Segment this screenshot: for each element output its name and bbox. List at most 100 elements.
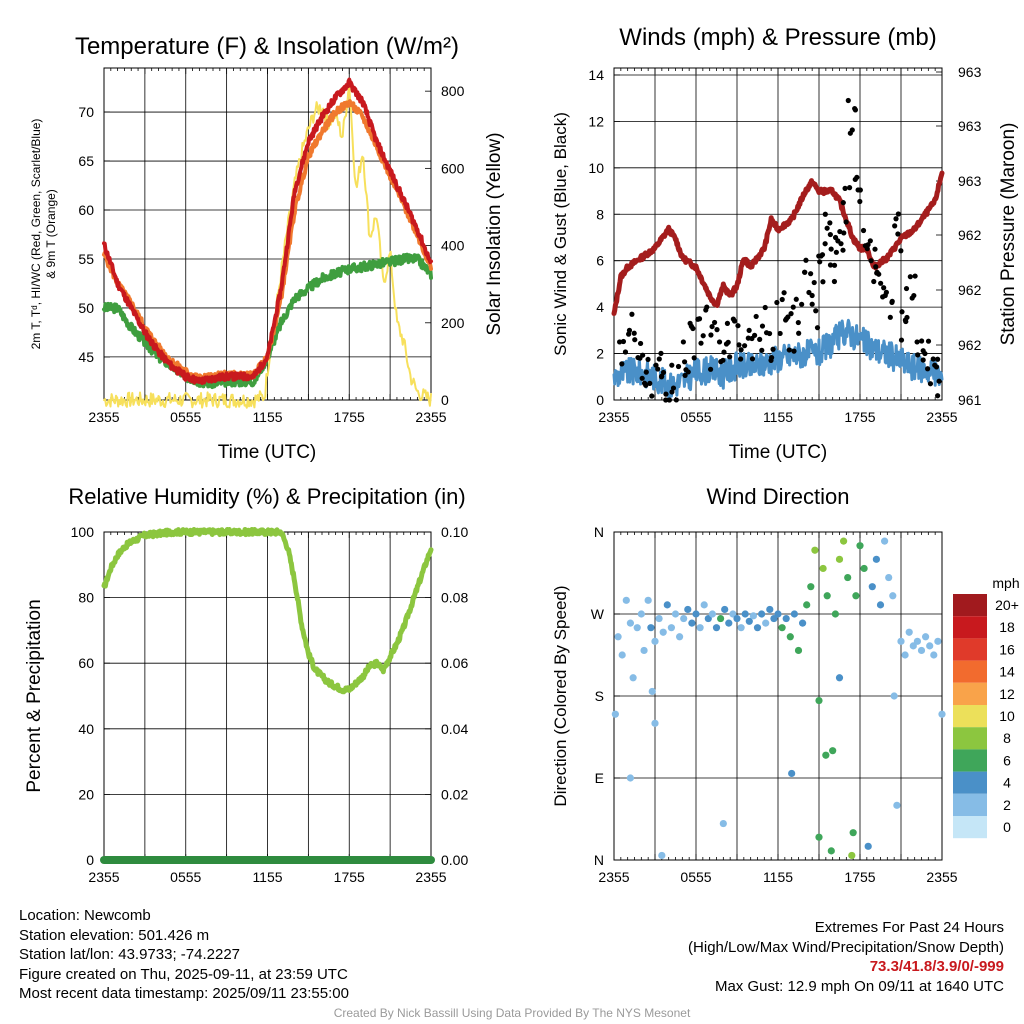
precip-ytick-label-right: 0.04	[441, 721, 468, 737]
gust-point	[845, 97, 851, 104]
temp-xtick-label: 2355	[88, 409, 119, 425]
gust-point	[770, 346, 776, 352]
gust-point	[663, 397, 669, 403]
gust-point	[649, 393, 655, 399]
relative-humidity-line	[101, 527, 434, 695]
direction-point	[663, 601, 671, 609]
gust-point	[795, 319, 801, 326]
direction-point	[733, 614, 741, 623]
rh-xtick-label: 2355	[88, 869, 119, 885]
gust-point	[868, 258, 874, 264]
speed-legend-label: 10	[999, 708, 1015, 724]
gust-point	[741, 343, 748, 349]
gust-point	[731, 318, 738, 324]
gust-point	[738, 356, 744, 362]
gust-point	[640, 352, 646, 358]
gust-point	[860, 227, 867, 234]
temp-xlabel: Time (UTC)	[218, 442, 317, 463]
gust-point	[616, 339, 623, 345]
direction-point	[774, 610, 782, 618]
direction-point	[815, 696, 823, 705]
gust-point	[658, 350, 664, 356]
max-gust: Max Gust: 12.9 mph On 09/11 at 1640 UTC	[714, 977, 1004, 995]
dir-xtick-label: 2355	[598, 869, 629, 885]
gust-point	[849, 127, 855, 133]
gust-point	[833, 249, 839, 255]
temp-ylabel-left-1: 2m T, Tᵈ, HI/WC (Red, Green, Scarlet/Blu…	[29, 119, 43, 350]
direction-point	[651, 637, 659, 645]
rh-panel-title: Relative Humidity (%) & Precipitation (i…	[68, 484, 465, 509]
direction-point	[790, 610, 799, 618]
direction-point	[934, 637, 942, 645]
gust-point	[840, 200, 846, 206]
wind-ytick-label-left: 0	[596, 392, 604, 408]
dir-xtick-label: 1155	[763, 869, 793, 885]
temp-ytick-label-left: 45	[78, 349, 94, 365]
direction-point	[827, 847, 835, 855]
gust-point	[663, 391, 669, 397]
direction-point	[893, 801, 901, 809]
pressure-ytick-label: 961	[958, 392, 982, 408]
gust-point	[673, 397, 679, 403]
direction-point	[856, 542, 864, 550]
gust-point	[857, 198, 863, 205]
speed-legend-swatch	[953, 749, 987, 772]
gust-point	[892, 223, 898, 229]
gust-point	[716, 339, 723, 345]
temp-panel-title: Temperature (F) & Insolation (W/m²)	[75, 33, 459, 60]
speed-legend-label: 12	[999, 686, 1015, 702]
temp-solar-ytick-label-right: 0	[441, 392, 449, 408]
precip-ytick-label-right: 0.02	[441, 786, 468, 802]
gust-point	[696, 316, 703, 322]
gust-point	[935, 356, 941, 362]
gust-point	[681, 359, 688, 365]
dir-panel-title: Wind Direction	[706, 484, 849, 509]
rh-ytick-label-left: 60	[78, 655, 94, 671]
gust-point	[620, 338, 627, 345]
direction-point	[640, 646, 648, 655]
pressure-ytick-label: 963	[958, 64, 982, 80]
dir-ytick-label-left: W	[591, 606, 605, 622]
gust-point	[809, 292, 815, 299]
direction-point	[700, 601, 708, 609]
temp-ytick-label-left: 50	[78, 300, 94, 316]
gust-point	[837, 228, 843, 235]
rh-ytick-label-left: 100	[71, 524, 95, 540]
gust-point	[766, 330, 773, 337]
gust-point	[883, 289, 889, 295]
direction-point	[611, 710, 619, 718]
direction-point	[848, 851, 856, 860]
pressure-ytick-label: 963	[958, 173, 982, 189]
gust-point	[864, 246, 870, 252]
direction-point	[721, 605, 729, 614]
gust-point	[655, 366, 661, 372]
gust-point	[777, 330, 783, 337]
gust-point	[914, 339, 920, 345]
rh-ytick-label-left: 40	[78, 721, 94, 737]
gust-point	[893, 216, 899, 222]
direction-point	[890, 692, 898, 700]
direction-point	[778, 624, 786, 632]
gust-point	[774, 299, 780, 306]
wind-xtick-label: 2355	[598, 409, 629, 425]
direction-point	[840, 537, 848, 545]
rh-xtick-label: 0555	[170, 869, 201, 885]
wind-ytick-label-left: 8	[596, 206, 604, 222]
temp-2m-line	[102, 77, 433, 385]
wind-ytick-label-left: 6	[596, 253, 604, 269]
direction-point	[753, 624, 762, 632]
direction-point	[725, 619, 733, 627]
direction-point	[626, 774, 635, 782]
gust-point	[925, 366, 931, 372]
direction-point	[749, 612, 758, 620]
rh-xtick-label: 2355	[415, 869, 446, 885]
gust-point	[911, 292, 917, 299]
direction-point	[835, 674, 844, 682]
direction-point	[696, 624, 704, 632]
direction-point	[671, 610, 680, 618]
station-pressure-line	[611, 170, 945, 316]
gust-point	[895, 211, 901, 217]
gust-point	[759, 347, 765, 353]
direction-point	[917, 646, 926, 655]
gust-point	[727, 354, 733, 360]
